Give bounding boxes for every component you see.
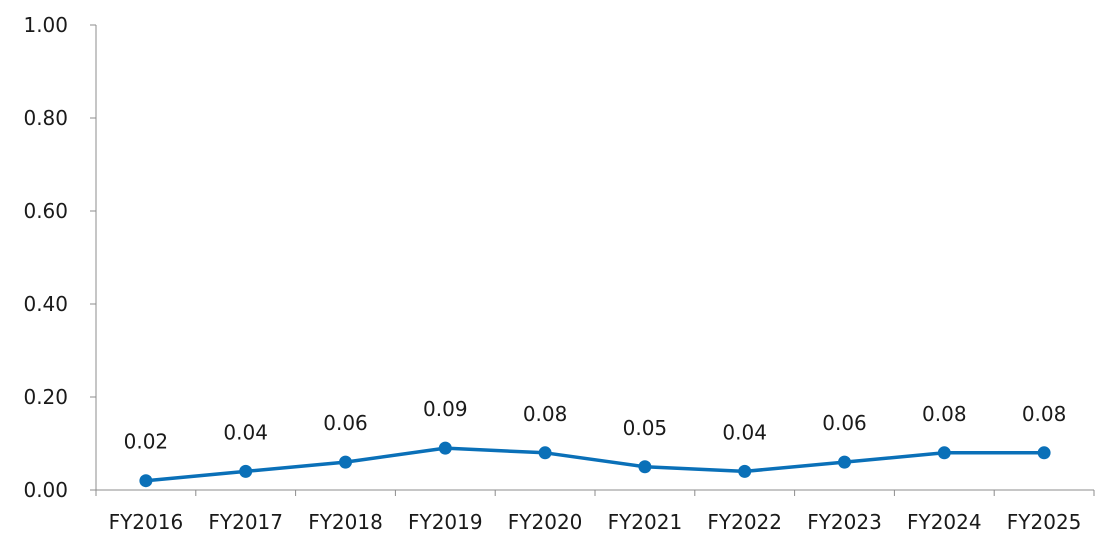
y-axis: 0.00 0.20 0.40 0.60 0.80 1.00 xyxy=(23,13,96,502)
data-label: 0.05 xyxy=(623,416,668,440)
y-tick-label: 0.20 xyxy=(23,385,68,409)
x-tick-label: FY2022 xyxy=(707,510,782,534)
data-point xyxy=(339,456,352,469)
x-tick-label: FY2025 xyxy=(1007,510,1082,534)
x-tick-label: FY2019 xyxy=(408,510,483,534)
data-point xyxy=(439,442,452,455)
series-line xyxy=(139,442,1050,488)
data-label: 0.09 xyxy=(423,397,468,421)
data-labels: 0.02 0.04 0.06 0.09 0.08 0.05 0.04 0.06 0.08 0.08 xyxy=(124,397,1067,454)
data-point xyxy=(239,465,252,478)
y-tick-label: 0.80 xyxy=(23,106,68,130)
data-point xyxy=(938,446,951,459)
data-label: 0.06 xyxy=(822,411,867,435)
y-tick-label: 0.40 xyxy=(23,292,68,316)
series-path xyxy=(146,448,1044,481)
y-tick-label: 0.00 xyxy=(23,478,68,502)
data-label: 0.02 xyxy=(124,430,169,454)
x-tick-label: FY2017 xyxy=(208,510,283,534)
x-tick-label: FY2016 xyxy=(109,510,184,534)
x-tick-label: FY2018 xyxy=(308,510,383,534)
x-tick-label: FY2024 xyxy=(907,510,982,534)
data-label: 0.08 xyxy=(523,402,568,426)
data-label: 0.04 xyxy=(722,420,767,444)
x-tick-label: FY2020 xyxy=(508,510,583,534)
data-point xyxy=(638,460,651,473)
data-point xyxy=(1038,446,1051,459)
x-tick-label: FY2021 xyxy=(608,510,683,534)
data-label: 0.08 xyxy=(922,402,967,426)
data-label: 0.06 xyxy=(323,411,368,435)
x-tick-label: FY2023 xyxy=(807,510,882,534)
y-tick-label: 1.00 xyxy=(23,13,68,37)
data-point xyxy=(539,446,552,459)
data-label: 0.04 xyxy=(223,420,268,444)
x-axis: FY2016 FY2017 FY2018 FY2019 FY2020 FY2021 FY20… xyxy=(96,490,1094,534)
data-point xyxy=(838,456,851,469)
data-point xyxy=(139,474,152,487)
y-tick-label: 0.60 xyxy=(23,199,68,223)
data-point xyxy=(738,465,751,478)
data-label: 0.08 xyxy=(1022,402,1067,426)
